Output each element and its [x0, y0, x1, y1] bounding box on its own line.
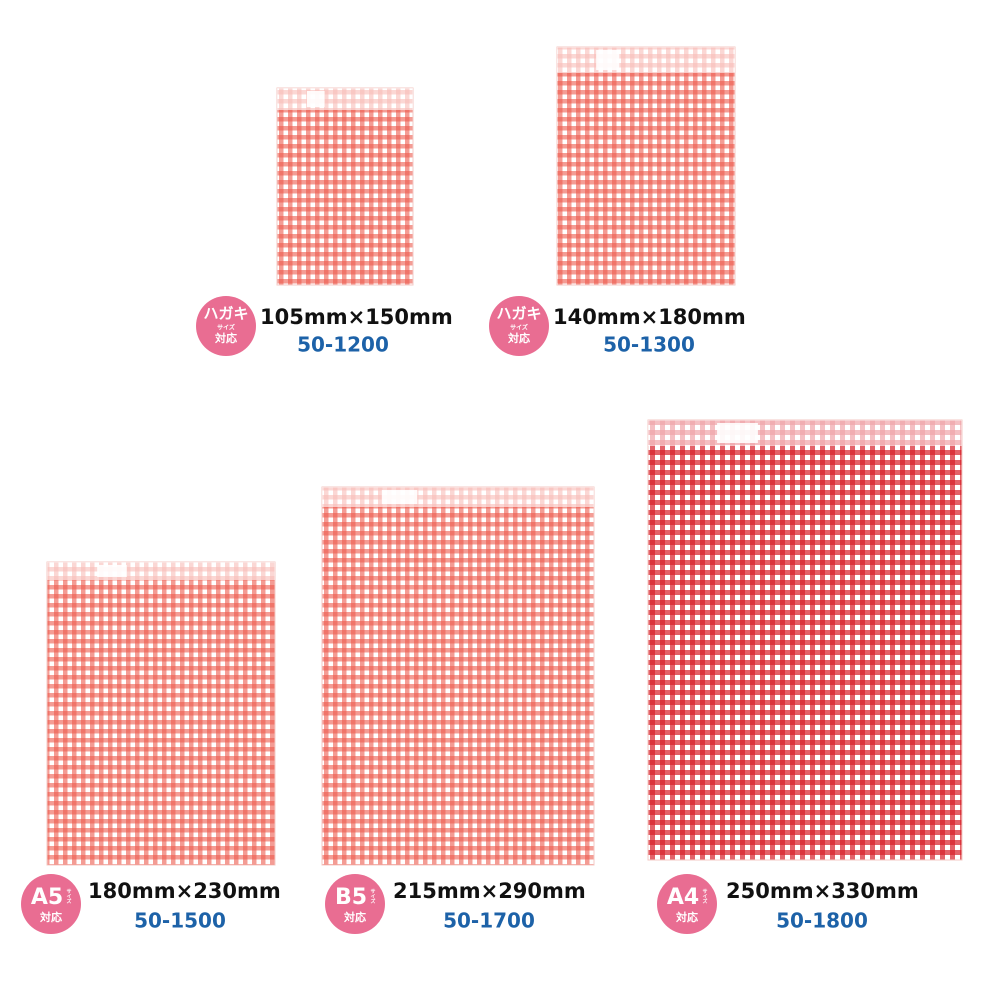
badge-sub: サイズ [217, 324, 235, 332]
flap-tape [717, 423, 758, 443]
product-code: 50-1200 [297, 333, 389, 357]
badge-bottom: 対応 [343, 910, 366, 924]
badge-main: B5 [335, 885, 367, 910]
badge-sub: サイズ [370, 889, 376, 905]
size-label: 140mm×180mm [553, 305, 746, 329]
badge-bottom: 対応 [675, 910, 698, 924]
flap-tape [381, 490, 418, 504]
size-label: 215mm×290mm [393, 879, 586, 903]
badge-sub: サイズ [510, 324, 528, 332]
badge [489, 296, 549, 356]
badge [21, 874, 81, 934]
bag-flap [557, 47, 735, 73]
bag [46, 561, 276, 866]
badge-bottom: 対応 [214, 331, 237, 345]
bag-flap [277, 88, 413, 110]
bag [647, 419, 963, 861]
flap-tape [97, 565, 127, 577]
badge [325, 874, 385, 934]
badge-main: ハガキ [496, 305, 541, 323]
product-code: 50-1300 [603, 333, 695, 357]
badge [657, 874, 717, 934]
bag [556, 46, 736, 286]
product-code: 50-1800 [776, 909, 868, 933]
size-label: 105mm×150mm [260, 305, 453, 329]
badge-main: A5 [31, 885, 63, 910]
flap-tape [306, 91, 325, 107]
product-code: 50-1500 [134, 909, 226, 933]
badge-bottom: 対応 [39, 910, 62, 924]
badge-main: A4 [667, 885, 699, 910]
badge-sub: サイズ [66, 889, 72, 905]
badge-bottom: 対応 [507, 331, 530, 345]
badge-sub: サイズ [702, 889, 708, 905]
product-code: 50-1700 [443, 909, 535, 933]
flap-tape [596, 50, 620, 70]
bag-flap [648, 420, 962, 446]
size-label: 250mm×330mm [726, 879, 919, 903]
badge [196, 296, 256, 356]
bag [321, 486, 595, 866]
size-label: 180mm×230mm [88, 879, 281, 903]
bag [276, 87, 414, 286]
bag-flap [322, 487, 594, 507]
badge-main: ハガキ [203, 305, 248, 323]
bag-flap [47, 562, 275, 580]
